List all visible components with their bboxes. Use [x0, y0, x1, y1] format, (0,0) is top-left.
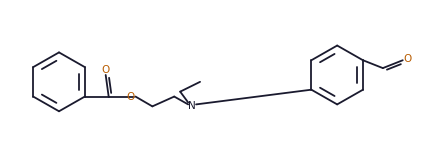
Text: O: O [404, 54, 412, 64]
Text: N: N [188, 101, 196, 111]
Text: O: O [126, 92, 135, 102]
Text: O: O [102, 65, 110, 75]
